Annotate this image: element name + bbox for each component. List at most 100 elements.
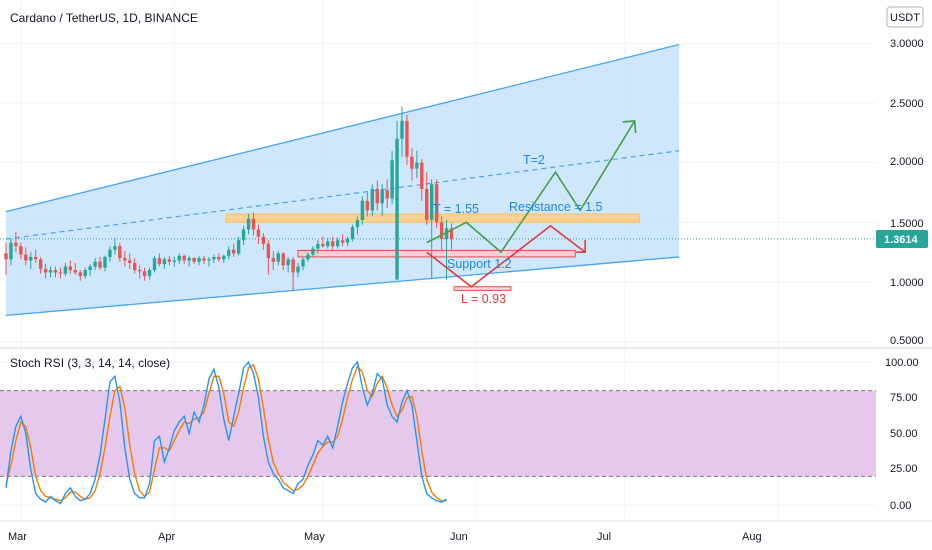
candle[interactable]	[29, 252, 33, 269]
candle[interactable]	[93, 258, 97, 271]
candle[interactable]	[14, 231, 18, 253]
candle[interactable]	[152, 255, 157, 273]
candle[interactable]	[266, 240, 271, 275]
candle[interactable]	[301, 256, 305, 271]
channel-lower-line[interactable]	[5, 256, 680, 317]
candle[interactable]	[128, 253, 132, 269]
candle[interactable]	[98, 256, 102, 271]
stoch-d-line[interactable]	[5, 363, 447, 502]
candle[interactable]	[83, 267, 87, 279]
candle[interactable]	[335, 237, 340, 249]
candle[interactable]	[19, 242, 23, 260]
candle[interactable]	[137, 265, 142, 279]
candle[interactable]	[296, 262, 300, 278]
candle[interactable]	[34, 249, 38, 263]
candle[interactable]	[38, 256, 43, 274]
candle[interactable]	[187, 255, 191, 267]
candle[interactable]	[241, 225, 246, 246]
candle[interactable]	[390, 150, 394, 205]
candle[interactable]	[236, 236, 241, 256]
candle[interactable]	[172, 256, 176, 267]
candle[interactable]	[113, 237, 117, 255]
candle[interactable]	[251, 212, 256, 236]
price-pane[interactable]	[0, 43, 876, 317]
candle[interactable]	[425, 172, 429, 225]
candle[interactable]	[167, 255, 172, 266]
candle[interactable]	[88, 264, 92, 277]
oscillator-axis[interactable]: 0.00 25.00 50.00 75.00 100.00	[885, 357, 919, 512]
candle[interactable]	[331, 236, 335, 250]
candle[interactable]	[63, 262, 68, 277]
candle[interactable]	[345, 236, 350, 247]
candle[interactable]	[227, 246, 231, 260]
low-marker-zone[interactable]	[453, 286, 512, 291]
candle[interactable]	[217, 253, 221, 262]
candle[interactable]	[177, 253, 181, 265]
candle[interactable]	[415, 150, 419, 179]
candle[interactable]	[316, 240, 320, 254]
candle[interactable]	[444, 219, 449, 280]
candle[interactable]	[340, 234, 345, 247]
channel-upper-line[interactable]	[5, 43, 680, 213]
candle[interactable]	[133, 258, 137, 274]
candle[interactable]	[405, 114, 409, 166]
candle[interactable]	[123, 250, 127, 267]
candle[interactable]	[430, 179, 434, 279]
candle[interactable]	[434, 179, 439, 229]
candle[interactable]	[232, 243, 236, 257]
candle[interactable]	[400, 106, 404, 157]
candle[interactable]	[276, 250, 280, 266]
candle[interactable]	[375, 180, 379, 211]
candle[interactable]	[410, 148, 414, 181]
candle[interactable]	[103, 255, 107, 272]
stoch-rsi-pane[interactable]	[0, 360, 876, 505]
candle[interactable]	[286, 256, 290, 273]
candle[interactable]	[321, 236, 325, 248]
time-axis[interactable]: Mar Apr May Jun Jul Aug	[8, 531, 762, 543]
candle[interactable]	[246, 213, 251, 235]
candle[interactable]	[311, 246, 315, 257]
candle[interactable]	[355, 216, 360, 235]
candle[interactable]	[157, 253, 162, 267]
candle[interactable]	[212, 254, 216, 263]
candle[interactable]	[420, 159, 424, 201]
price-axis[interactable]: 0.5000 1.0000 1.5000 2.0000 2.5000 3.000…	[890, 38, 924, 347]
candle[interactable]	[261, 233, 266, 250]
candle[interactable]	[395, 120, 399, 280]
candle[interactable]	[365, 192, 370, 217]
candle[interactable]	[360, 196, 365, 225]
candle[interactable]	[73, 262, 77, 275]
candle[interactable]	[439, 216, 444, 251]
candle[interactable]	[48, 266, 53, 278]
candle[interactable]	[306, 252, 310, 262]
bear-projection-path[interactable]	[426, 224, 586, 288]
candle[interactable]	[58, 267, 63, 279]
candle[interactable]	[202, 255, 206, 265]
candle[interactable]	[142, 267, 147, 281]
candle[interactable]	[147, 267, 152, 280]
currency-button[interactable]	[886, 6, 924, 28]
candle[interactable]	[43, 264, 48, 279]
candle[interactable]	[370, 184, 374, 217]
candle[interactable]	[222, 254, 226, 263]
candle[interactable]	[449, 223, 454, 250]
candle[interactable]	[78, 270, 82, 281]
candle[interactable]	[207, 256, 211, 267]
candle[interactable]	[256, 224, 261, 244]
candle[interactable]	[162, 256, 167, 269]
candle[interactable]	[192, 256, 196, 265]
candle[interactable]	[281, 252, 285, 271]
candle[interactable]	[4, 242, 8, 275]
support-zone[interactable]	[297, 249, 576, 258]
candle[interactable]	[68, 260, 73, 274]
candle[interactable]	[291, 256, 295, 291]
candle[interactable]	[380, 184, 384, 217]
candle[interactable]	[118, 242, 122, 262]
candle[interactable]	[326, 237, 330, 249]
candle[interactable]	[108, 246, 112, 262]
candle[interactable]	[350, 224, 355, 242]
candle[interactable]	[271, 250, 275, 271]
candlestick-series[interactable]	[4, 106, 454, 291]
candle[interactable]	[197, 255, 201, 266]
